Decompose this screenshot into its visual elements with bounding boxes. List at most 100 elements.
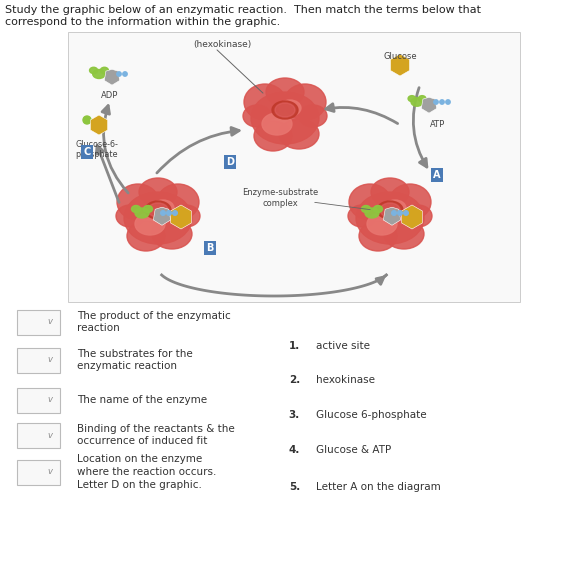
Circle shape — [392, 211, 397, 215]
Text: (hexokinase): (hexokinase) — [193, 41, 251, 49]
FancyBboxPatch shape — [68, 32, 520, 302]
Ellipse shape — [152, 219, 192, 249]
FancyBboxPatch shape — [16, 387, 60, 413]
Text: D: D — [226, 157, 234, 167]
Polygon shape — [105, 69, 120, 85]
Ellipse shape — [371, 178, 409, 206]
Polygon shape — [383, 207, 401, 225]
Text: active site: active site — [316, 341, 370, 351]
Ellipse shape — [127, 221, 165, 251]
Text: The product of the enzymatic
reaction: The product of the enzymatic reaction — [77, 311, 231, 333]
Ellipse shape — [356, 192, 424, 244]
Ellipse shape — [404, 205, 432, 227]
Text: ADP: ADP — [101, 91, 119, 100]
Text: C: C — [84, 147, 91, 157]
Text: A: A — [433, 170, 441, 180]
Text: 3.: 3. — [288, 410, 300, 420]
FancyBboxPatch shape — [16, 348, 60, 373]
Ellipse shape — [243, 105, 271, 127]
Ellipse shape — [359, 221, 397, 251]
Polygon shape — [421, 97, 437, 113]
Text: v: v — [47, 430, 53, 440]
Ellipse shape — [418, 96, 426, 102]
Text: correspond to the information within the graphic.: correspond to the information within the… — [5, 17, 280, 27]
Ellipse shape — [93, 69, 105, 79]
Circle shape — [173, 211, 178, 215]
Circle shape — [161, 211, 165, 215]
Ellipse shape — [148, 203, 168, 217]
Ellipse shape — [411, 98, 423, 106]
Circle shape — [434, 100, 438, 104]
Ellipse shape — [152, 200, 174, 216]
Text: 5.: 5. — [288, 482, 300, 492]
Circle shape — [440, 100, 444, 104]
Ellipse shape — [131, 205, 141, 212]
Ellipse shape — [266, 78, 304, 106]
Text: hexokinase: hexokinase — [316, 375, 375, 385]
Ellipse shape — [157, 184, 199, 220]
Text: The name of the enzyme: The name of the enzyme — [77, 395, 207, 405]
Text: v: v — [47, 318, 53, 326]
Ellipse shape — [251, 92, 319, 144]
Ellipse shape — [299, 105, 327, 127]
Text: Enzyme-substrate
complex: Enzyme-substrate complex — [242, 188, 318, 208]
Ellipse shape — [389, 184, 431, 220]
Ellipse shape — [116, 205, 144, 227]
Ellipse shape — [374, 205, 383, 212]
Text: Location on the enzyme
where the reaction occurs.
Letter D on the graphic.: Location on the enzyme where the reactio… — [77, 454, 217, 490]
Ellipse shape — [384, 200, 406, 216]
Ellipse shape — [279, 100, 301, 116]
Ellipse shape — [135, 208, 149, 218]
Ellipse shape — [365, 208, 379, 218]
Ellipse shape — [172, 205, 200, 227]
Circle shape — [83, 116, 91, 124]
Text: v: v — [47, 467, 53, 477]
FancyBboxPatch shape — [16, 309, 60, 335]
Circle shape — [404, 211, 408, 215]
FancyBboxPatch shape — [16, 423, 60, 447]
Text: Letter A on the diagram: Letter A on the diagram — [316, 482, 441, 492]
Circle shape — [166, 211, 171, 215]
Text: 2.: 2. — [288, 375, 300, 385]
Ellipse shape — [408, 96, 416, 102]
Ellipse shape — [349, 184, 391, 220]
Ellipse shape — [279, 119, 319, 149]
Text: Glucose & ATP: Glucose & ATP — [316, 445, 391, 455]
Circle shape — [398, 211, 402, 215]
Ellipse shape — [272, 101, 298, 119]
Polygon shape — [391, 54, 409, 76]
Ellipse shape — [254, 121, 292, 151]
Ellipse shape — [275, 103, 295, 117]
Ellipse shape — [380, 203, 400, 217]
Ellipse shape — [348, 205, 376, 227]
Text: B: B — [206, 243, 214, 253]
Circle shape — [446, 100, 450, 104]
Text: Glucose: Glucose — [383, 52, 417, 61]
Ellipse shape — [139, 178, 177, 206]
Text: The substrates for the
enzymatic reaction: The substrates for the enzymatic reactio… — [77, 349, 193, 372]
Text: v: v — [47, 396, 53, 404]
FancyBboxPatch shape — [16, 460, 60, 484]
Text: 4.: 4. — [288, 445, 300, 455]
Polygon shape — [171, 205, 192, 229]
Text: 1.: 1. — [288, 341, 300, 351]
Ellipse shape — [117, 184, 159, 220]
Text: Study the graphic below of an enzymatic reaction.  Then match the terms below th: Study the graphic below of an enzymatic … — [5, 5, 481, 15]
Text: Binding of the reactants & the
occurrence of induced fit: Binding of the reactants & the occurrenc… — [77, 424, 235, 446]
Circle shape — [123, 72, 127, 76]
Text: Glucose-6-
phosphate: Glucose-6- phosphate — [75, 140, 119, 160]
Ellipse shape — [284, 84, 326, 120]
Ellipse shape — [145, 201, 171, 219]
Ellipse shape — [377, 201, 403, 219]
Polygon shape — [402, 205, 422, 229]
Polygon shape — [154, 207, 171, 225]
Ellipse shape — [89, 68, 98, 73]
Ellipse shape — [124, 192, 192, 244]
Ellipse shape — [367, 213, 397, 235]
Ellipse shape — [244, 84, 286, 120]
Ellipse shape — [384, 219, 424, 249]
Ellipse shape — [100, 68, 109, 73]
Ellipse shape — [262, 113, 292, 135]
Text: Glucose 6-phosphate: Glucose 6-phosphate — [316, 410, 427, 420]
Text: ATP: ATP — [430, 120, 446, 129]
